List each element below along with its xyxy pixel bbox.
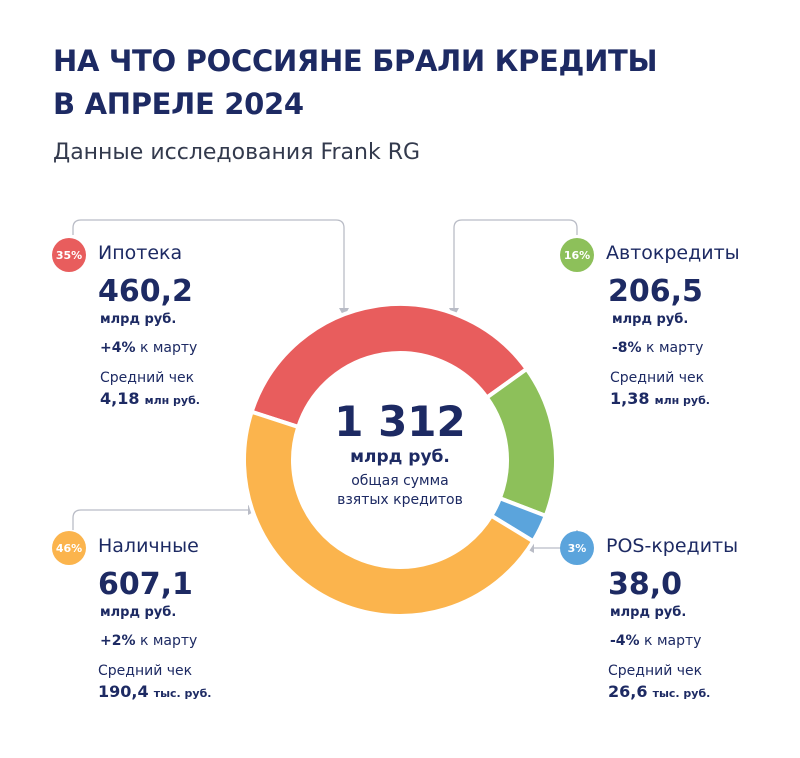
avg-mortgage: 4,18 млн руб. — [100, 389, 200, 408]
amount-auto: 206,5 — [608, 274, 703, 309]
avg-cash: 190,4 тыс. руб. — [98, 682, 211, 701]
avg-pos: 26,6 тыс. руб. — [608, 682, 710, 701]
badge-pos: 3% — [560, 531, 594, 565]
page-title: НА ЧТО РОССИЯНЕ БРАЛИ КРЕДИТЫ В АПРЕЛЕ 2… — [53, 40, 658, 126]
avg-unit-mortgage: млн руб. — [144, 394, 200, 407]
change-text-pos: к марту — [644, 633, 702, 649]
change-value-mortgage: +4% — [100, 340, 136, 356]
amount-cash: 607,1 — [98, 567, 193, 602]
amount-mortgage: 460,2 — [98, 274, 193, 309]
page-subtitle: Данные исследования Frank RG — [53, 140, 421, 165]
amount-pos: 38,0 — [608, 567, 683, 602]
donut-segments — [242, 302, 558, 618]
connector-cash — [72, 509, 250, 530]
avg-label-auto: Средний чек — [610, 370, 705, 386]
donut-segment-cash — [242, 409, 536, 618]
unit-cash: млрд руб. — [100, 605, 177, 620]
change-text-cash: к марту — [139, 633, 198, 649]
badge-cash: 46% — [52, 531, 86, 565]
change-value-pos: -4% — [610, 633, 640, 649]
name-pos: POS-кредиты — [606, 535, 739, 557]
total-unit: млрд руб. — [350, 447, 450, 467]
donut-segment-auto — [484, 366, 558, 518]
avg-auto: 1,38 млн руб. — [610, 389, 710, 408]
connector-auto — [453, 219, 578, 310]
name-mortgage: Ипотека — [98, 242, 183, 264]
avg-unit-pos: тыс. руб. — [652, 687, 711, 700]
caption-line-1: общая сумма — [351, 473, 449, 489]
unit-mortgage: млрд руб. — [100, 312, 177, 327]
name-auto: Автокредиты — [606, 242, 740, 264]
change-text-auto: к марту — [646, 340, 704, 356]
change-cash: +2% к марту — [100, 633, 197, 649]
avg-label-cash: Средний чек — [98, 663, 193, 679]
change-mortgage: +4% к марту — [100, 340, 197, 356]
unit-auto: млрд руб. — [612, 312, 689, 327]
avg-unit-cash: тыс. руб. — [153, 687, 212, 700]
avg-value-auto: 1,38 — [610, 389, 650, 408]
donut-center: 1 312 млрд руб. общая сумма взятых креди… — [320, 398, 480, 510]
change-value-auto: -8% — [612, 340, 642, 356]
title-line-1: НА ЧТО РОССИЯНЕ БРАЛИ КРЕДИТЫ — [53, 44, 658, 78]
avg-value-mortgage: 4,18 — [100, 389, 140, 408]
caption-line-2: взятых кредитов — [337, 492, 463, 508]
change-text-mortgage: к марту — [139, 340, 198, 356]
donut-segment-mortgage — [249, 302, 529, 429]
change-value-cash: +2% — [100, 633, 136, 649]
title-line-2: В АПРЕЛЕ 2024 — [53, 87, 304, 121]
total-amount: 1 312 — [334, 397, 466, 446]
name-cash: Наличные — [98, 535, 199, 557]
badge-mortgage: 35% — [52, 238, 86, 272]
change-auto: -8% к марту — [612, 340, 703, 356]
total-caption: общая сумма взятых кредитов — [320, 472, 480, 510]
change-pos: -4% к марту — [610, 633, 701, 649]
avg-label-mortgage: Средний чек — [100, 370, 195, 386]
avg-value-cash: 190,4 — [98, 682, 149, 701]
badge-auto: 16% — [560, 238, 594, 272]
avg-value-pos: 26,6 — [608, 682, 648, 701]
unit-pos: млрд руб. — [610, 605, 687, 620]
avg-unit-auto: млн руб. — [654, 394, 710, 407]
connector-mortgage — [72, 219, 345, 310]
avg-label-pos: Средний чек — [608, 663, 703, 679]
